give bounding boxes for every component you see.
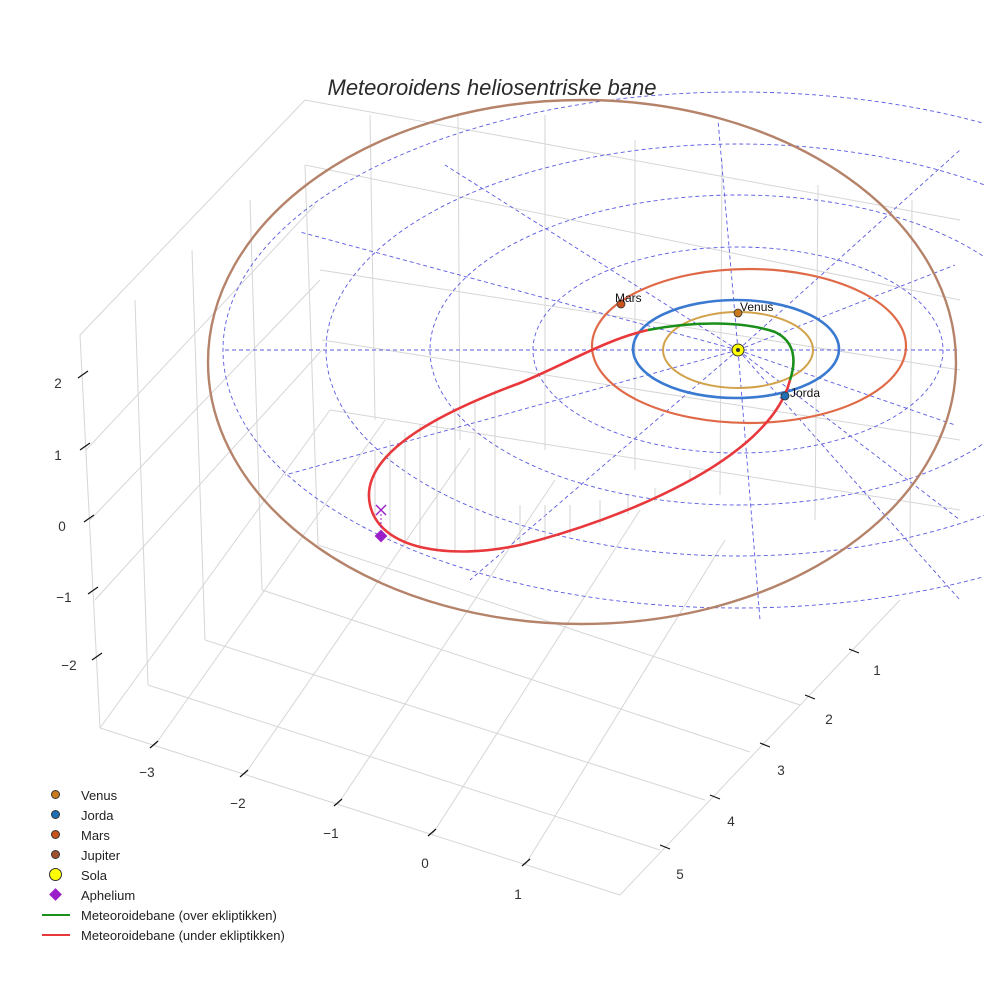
z-tick: −2 <box>61 658 76 673</box>
ecliptic-ring-2au <box>429 194 984 506</box>
ecliptic-spoke <box>737 349 961 601</box>
mars-label: Mars <box>615 291 642 305</box>
z-axis-ticks: 2 1 0 −1 −2 <box>54 376 76 673</box>
y-axis-ticks: 1 2 3 4 5 <box>676 663 881 882</box>
aphelium-projection-x-marker <box>375 504 387 516</box>
legend-item-path-below[interactable]: Meteoroidebane (under ekliptikken) <box>38 925 285 945</box>
y-tick: 5 <box>676 867 684 882</box>
y-tick: 4 <box>727 814 735 829</box>
earth-marker <box>780 391 790 401</box>
legend-label: Aphelium <box>81 887 136 903</box>
legend-label: Sola <box>81 867 108 883</box>
legend-symbol <box>38 865 76 885</box>
z-tick: 0 <box>58 519 66 534</box>
x-tick: −1 <box>323 826 338 841</box>
ecliptic-spoke <box>737 264 956 351</box>
legend-item-venus[interactable]: Venus <box>38 785 285 805</box>
legend-symbol <box>38 905 76 925</box>
legend-label: Mars <box>81 827 110 843</box>
ecliptic-spoke <box>737 349 961 521</box>
dot-icon <box>51 830 60 839</box>
legend-symbol <box>38 925 76 945</box>
ecliptic-spoke <box>284 349 739 476</box>
legend-label: Jorda <box>81 807 114 823</box>
legend-label: Venus <box>81 787 118 803</box>
legend-symbol <box>38 845 76 865</box>
meteoroid-path-above-ecliptic <box>647 322 795 381</box>
diamond-icon <box>49 888 62 901</box>
legend-symbol <box>38 885 76 905</box>
venus-marker <box>733 308 743 318</box>
meteoroid-path-below-ecliptic <box>367 328 792 553</box>
legend-symbol <box>38 825 76 845</box>
legend-item-sola[interactable]: Sola <box>38 865 285 885</box>
ecliptic-spoke <box>737 349 761 621</box>
z-tick: −1 <box>56 590 71 605</box>
legend-label: Meteoroidebane (over ekliptikken) <box>81 907 277 923</box>
chart-title: Meteoroidens heliosentriske bane <box>328 75 657 100</box>
legend-label: Meteoroidebane (under ekliptikken) <box>81 927 285 943</box>
earth-orbit <box>631 298 841 400</box>
axes-box-grid <box>79 99 961 896</box>
legend-item-aphelium[interactable]: Aphelium <box>38 885 285 905</box>
axis-tick-marks <box>77 370 860 867</box>
legend-symbol <box>38 785 76 805</box>
legend-symbol <box>38 805 76 825</box>
legend-item-jorda[interactable]: Jorda <box>38 805 285 825</box>
y-tick: 3 <box>777 763 785 778</box>
ecliptic-spoke <box>444 164 739 351</box>
ecliptic-ring-4au <box>222 91 984 609</box>
ecliptic-spoke <box>299 231 739 351</box>
projection-droplines <box>374 390 691 553</box>
dot-icon <box>51 790 60 799</box>
x-tick: 1 <box>514 887 522 902</box>
sun-dot-icon <box>49 868 62 881</box>
z-tick: 1 <box>54 448 62 463</box>
earth-label: Jorda <box>790 386 820 400</box>
line-icon <box>42 914 70 916</box>
legend-item-mars[interactable]: Mars <box>38 825 285 845</box>
y-tick: 1 <box>873 663 881 678</box>
legend-label: Jupiter <box>81 847 121 863</box>
x-tick: −2 <box>230 796 245 811</box>
mars-marker <box>616 299 626 309</box>
sun-center-dot <box>736 348 740 352</box>
ecliptic-spoke <box>469 349 739 581</box>
z-tick: 2 <box>54 376 62 391</box>
venus-label: Venus <box>740 300 773 314</box>
x-axis-ticks: −3 −2 −1 0 1 <box>139 765 521 902</box>
x-tick: −3 <box>139 765 154 780</box>
dot-icon <box>51 810 60 819</box>
x-tick: 0 <box>421 856 429 871</box>
line-icon <box>42 934 70 936</box>
legend-item-jupiter[interactable]: Jupiter <box>38 845 285 865</box>
jupiter-orbit <box>206 98 958 626</box>
legend: Venus Jorda Mars Jupiter Sola Aphelium M… <box>38 785 285 945</box>
ecliptic-grid <box>222 91 984 621</box>
mars-orbit <box>590 267 908 425</box>
planet-orbits <box>206 98 958 626</box>
legend-item-path-above[interactable]: Meteoroidebane (over ekliptikken) <box>38 905 285 925</box>
dot-icon <box>51 850 60 859</box>
y-tick: 2 <box>825 712 833 727</box>
ecliptic-spoke <box>737 349 956 426</box>
